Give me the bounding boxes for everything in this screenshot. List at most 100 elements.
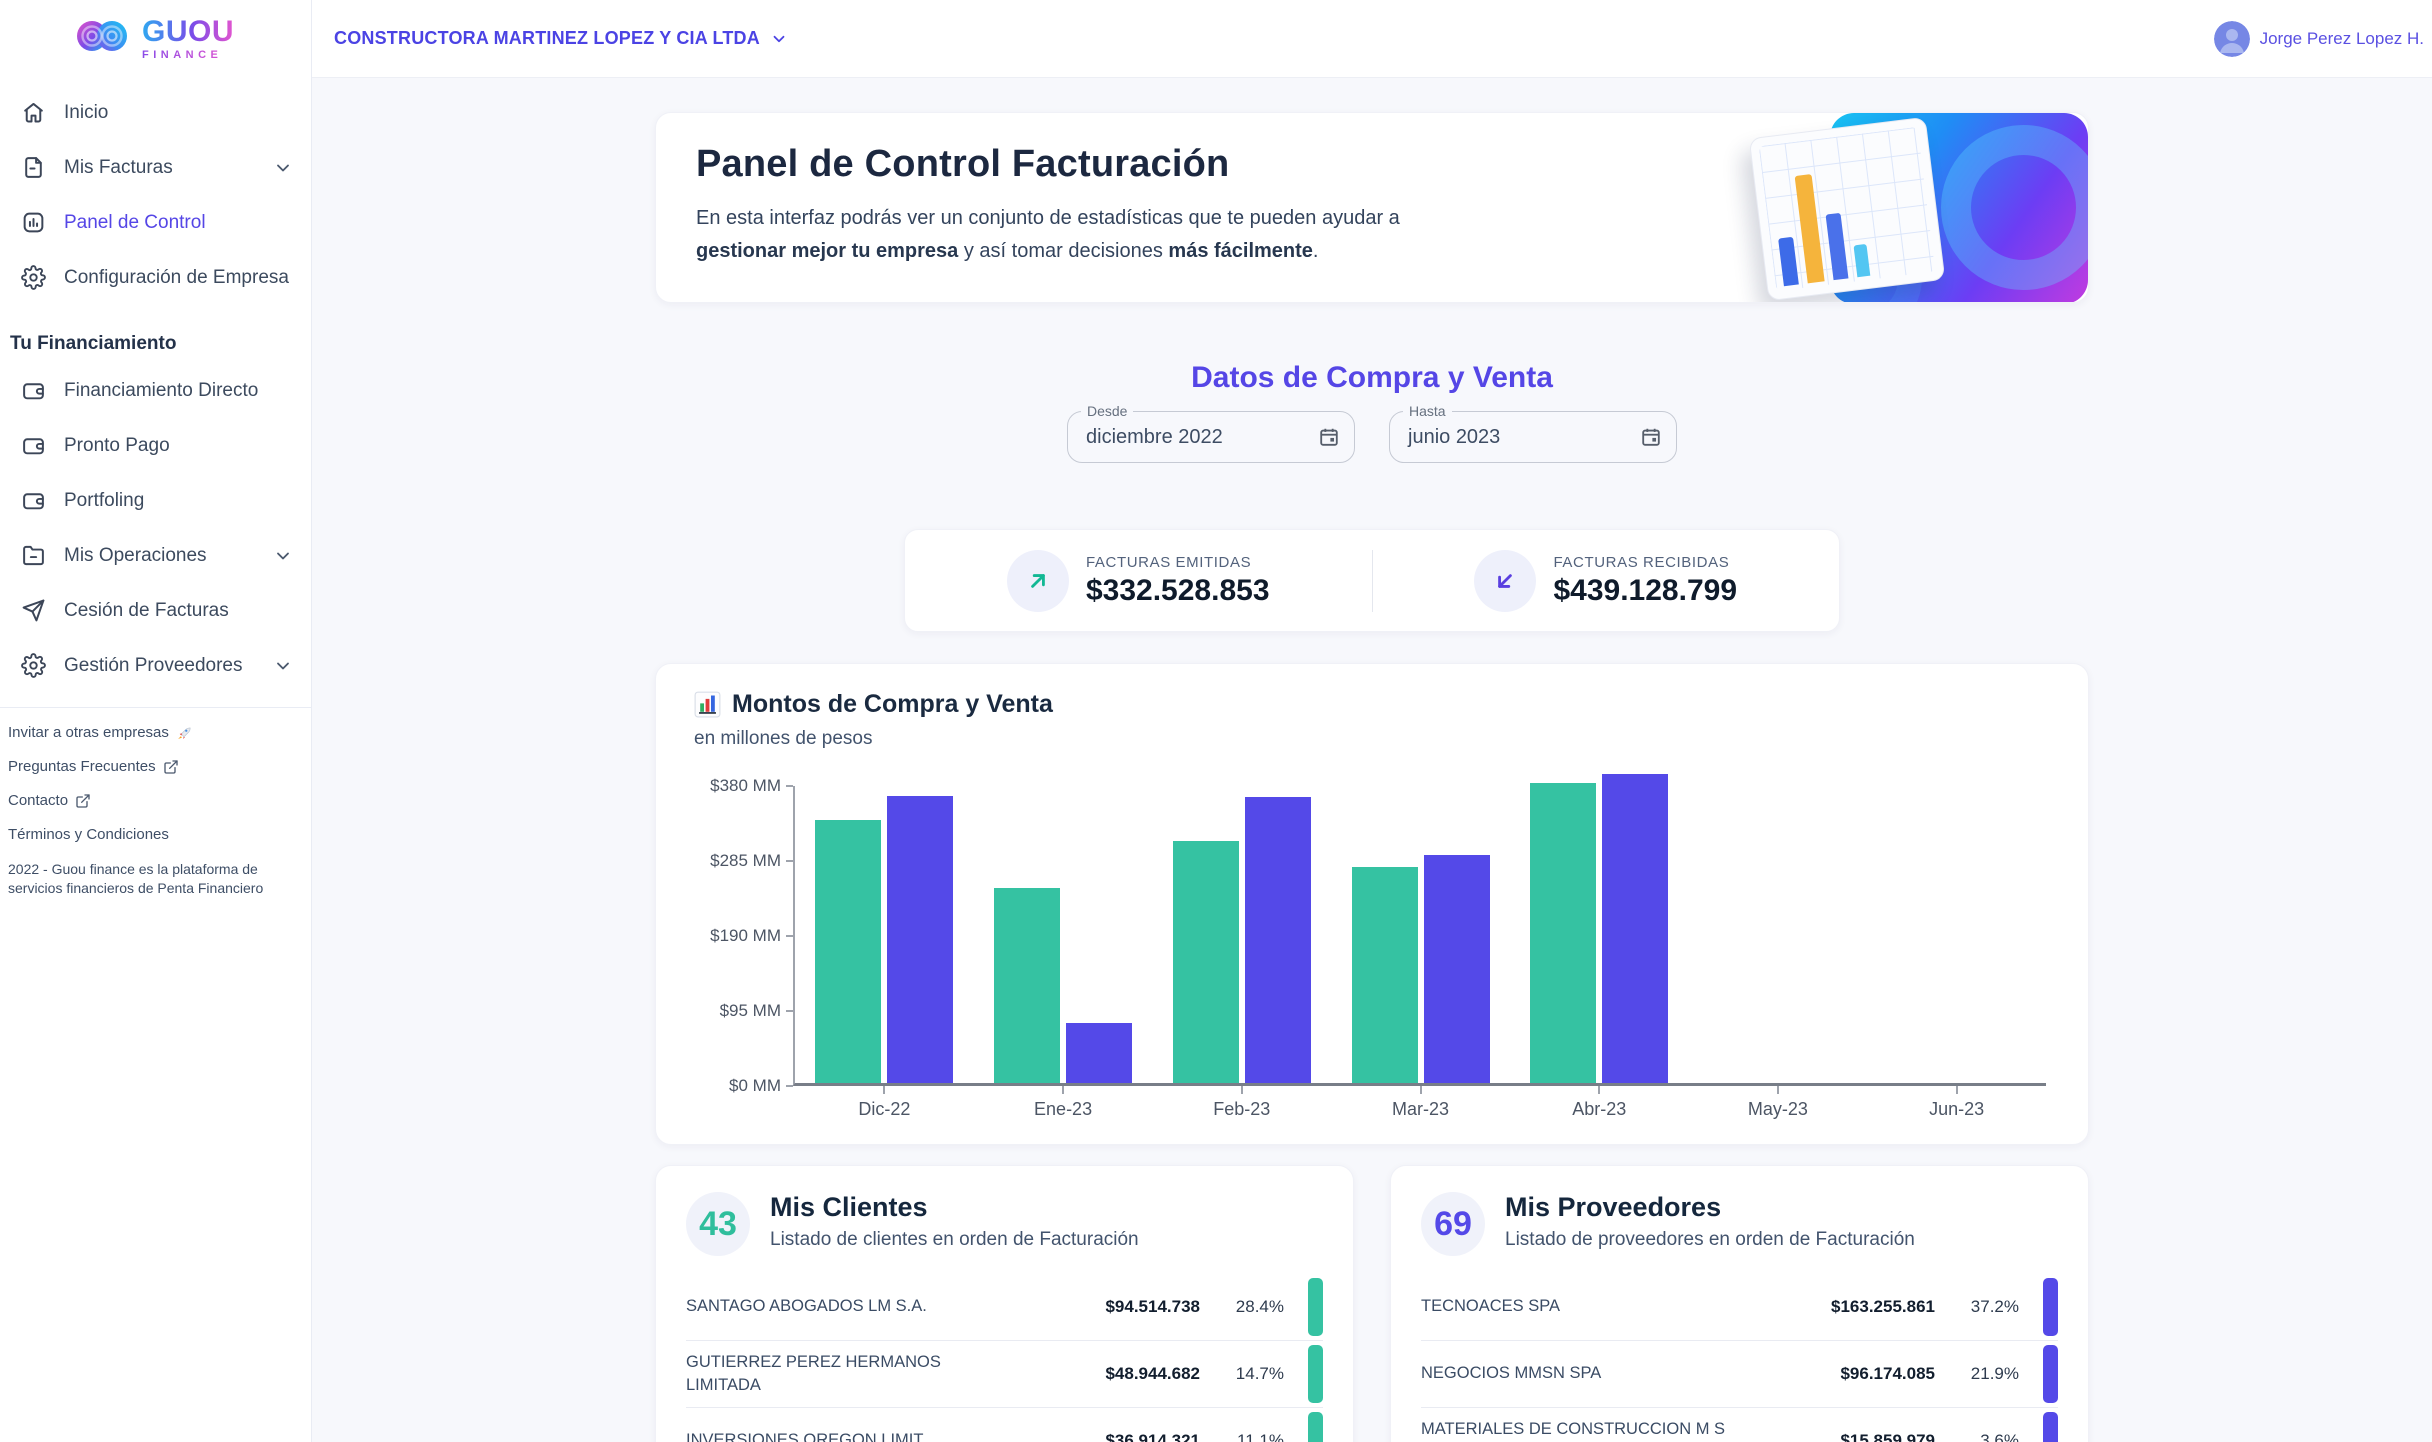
row-percent: 14.7% xyxy=(1235,1364,1284,1383)
hero-bold1: gestionar mejor tu empresa xyxy=(696,240,959,262)
chart-area: $0 MM $95 MM $190 MM $285 MM $380 MM Dic-22 En… xyxy=(698,774,2050,1136)
row-percent-bar xyxy=(2043,1345,2058,1403)
divider xyxy=(1371,549,1373,612)
hero-bold2: más fácilmente xyxy=(1168,240,1313,262)
x-axis-tick xyxy=(883,1086,886,1094)
calendar-icon[interactable] xyxy=(1318,426,1340,448)
row-amount: $94.514.738 xyxy=(1105,1297,1200,1316)
sidebar-item-cesion-de-facturas[interactable]: Cesión de Facturas xyxy=(0,583,311,638)
rocket-icon xyxy=(176,725,192,741)
footer-link-terminos-y-condiciones[interactable]: Términos y Condiciones xyxy=(8,826,297,843)
footer-link-contacto[interactable]: Contacto xyxy=(8,792,297,809)
external-link-icon xyxy=(75,793,91,809)
row-percent-bar xyxy=(2043,1278,2058,1336)
sidebar-item-mis-facturas[interactable]: Mis Facturas xyxy=(0,140,311,195)
main-content: Panel de Control Facturación En esta int… xyxy=(312,78,2432,1442)
footer-link-invitar-a-otras-empresas[interactable]: Invitar a otras empresas xyxy=(8,724,297,741)
date-to-label: Hasta xyxy=(1403,403,1452,419)
sidebar-item-pronto-pago[interactable]: Pronto Pago xyxy=(0,418,311,473)
footer-link-label: Preguntas Frecuentes xyxy=(8,758,156,775)
x-axis-tick xyxy=(1598,1086,1601,1094)
footer-link-preguntas-frecuentes[interactable]: Preguntas Frecuentes xyxy=(8,758,297,775)
providers-subtitle: Listado de proveedores en orden de Factu… xyxy=(1505,1229,1915,1250)
sidebar-item-inicio[interactable]: Inicio xyxy=(0,85,311,140)
sidebar-item-gestion-proveedores[interactable]: Gestión Proveedores xyxy=(0,638,311,693)
invoice-icon xyxy=(21,155,46,180)
topbar: CONSTRUCTORA MARTINEZ LOPEZ Y CIA LTDA J… xyxy=(312,0,2432,78)
date-to-field[interactable]: Hasta junio 2023 xyxy=(1389,403,1677,463)
x-axis-tick xyxy=(1062,1086,1065,1094)
sidebar-item-label: Mis Operaciones xyxy=(64,544,207,566)
chart-bar-green-mar-23 xyxy=(1351,866,1418,1083)
x-axis-label: Abr-23 xyxy=(1572,1099,1627,1119)
x-axis-tick xyxy=(1240,1086,1243,1094)
home-icon xyxy=(21,100,46,125)
row-company-name: SANTAGO ABOGADOS LM S.A. xyxy=(686,1297,927,1316)
sidebar-item-label: Portfoling xyxy=(64,489,145,511)
sidebar-item-mis-operaciones[interactable]: Mis Operaciones xyxy=(0,528,311,583)
hero-mid: y así tomar decisiones xyxy=(958,240,1169,262)
y-axis-label: $285 MM xyxy=(710,851,781,870)
company-name: CONSTRUCTORA MARTINEZ LOPEZ Y CIA LTDA xyxy=(334,28,760,48)
sidebar-item-financiamiento-directo[interactable]: Financiamiento Directo xyxy=(0,363,311,418)
date-from-label: Desde xyxy=(1081,403,1134,419)
calendar-icon[interactable] xyxy=(1640,426,1662,448)
user-menu[interactable]: Jorge Perez Lopez H. xyxy=(2213,20,2424,57)
chart-plot: $0 MM $95 MM $190 MM $285 MM $380 MM Dic-22 En… xyxy=(710,774,2046,1119)
date-filters: Desde diciembre 2022 Hasta junio 2023 xyxy=(655,403,2089,463)
y-axis-label: $95 MM xyxy=(719,1001,781,1020)
chart-bar-purple-feb-23 xyxy=(1244,797,1311,1083)
row-percent: 11.1% xyxy=(1237,1431,1284,1442)
logo[interactable]: GUOU FINANCE xyxy=(0,0,311,65)
sidebar-item-portfoling[interactable]: Portfoling xyxy=(0,473,311,528)
stat-value: $332.528.853 xyxy=(1085,573,1270,607)
sidebar-item-panel-de-control[interactable]: Panel de Control xyxy=(0,195,311,250)
sidebar: GUOU FINANCE Inicio Mis Facturas Panel de … xyxy=(0,0,312,1442)
row-percent-bar xyxy=(1308,1278,1323,1336)
avatar xyxy=(2213,20,2250,57)
client-row[interactable]: INVERSIONES OREGON LIMIT... $36.914.321 11… xyxy=(686,1408,1323,1442)
chart-card: Montos de Compra y Venta en millones de … xyxy=(655,663,2089,1145)
sidebar-item-label: Gestión Proveedores xyxy=(64,654,243,676)
y-axis-label: $0 MM xyxy=(729,1076,781,1095)
x-axis-label: Mar-23 xyxy=(1391,1099,1450,1119)
y-axis-tick xyxy=(786,785,793,787)
footer-link-label: Contacto xyxy=(8,792,69,809)
provider-row[interactable]: NEGOCIOS MMSN SPA $96.174.085 21.9% xyxy=(1421,1341,2058,1408)
chart-bar-green-abr-23 xyxy=(1530,783,1597,1083)
guou-logo-icon xyxy=(74,16,132,61)
client-row[interactable]: GUTIERREZ PEREZ HERMANOS LIMITADA $48.944… xyxy=(686,1341,1323,1408)
stat-value: $439.128.799 xyxy=(1553,573,1737,607)
company-selector[interactable]: CONSTRUCTORA MARTINEZ LOPEZ Y CIA LTDA xyxy=(334,28,788,49)
gear-icon xyxy=(21,653,46,678)
row-percent: 37.2% xyxy=(1970,1297,2019,1316)
gear-icon xyxy=(21,265,46,290)
providers-title: Mis Proveedores xyxy=(1505,1192,1722,1222)
arrow-up-right-icon xyxy=(1006,549,1069,612)
y-axis-tick xyxy=(786,860,793,862)
provider-row[interactable]: TECNOACES SPA $163.255.861 37.2% xyxy=(1421,1274,2058,1341)
chart-bar-purple-abr-23 xyxy=(1602,774,1669,1083)
sidebar-item-configuracion-de-empresa[interactable]: Configuración de Empresa xyxy=(0,250,311,305)
x-axis-label: Ene-23 xyxy=(1034,1099,1093,1119)
send-icon xyxy=(21,598,46,623)
wallet-icon xyxy=(21,433,46,458)
row-company-name: NEGOCIOS MMSN SPA xyxy=(1421,1364,1602,1383)
user-name: Jorge Perez Lopez H. xyxy=(2259,28,2424,48)
client-row[interactable]: SANTAGO ABOGADOS LM S.A. $94.514.738 28.4% xyxy=(686,1274,1323,1341)
invoice-totals-card: FACTURAS EMITIDAS $332.528.853 FACTURAS … xyxy=(904,529,1840,632)
dashboard-icon xyxy=(21,210,46,235)
date-from-field[interactable]: Desde diciembre 2022 xyxy=(1067,403,1355,463)
stat-label: FACTURAS RECIBIDAS xyxy=(1553,553,1730,571)
brand-name: GUOU xyxy=(142,14,234,48)
row-company-name: TECNOACES SPA xyxy=(1421,1297,1561,1316)
y-axis-label: $380 MM xyxy=(710,776,781,795)
row-amount: $96.174.085 xyxy=(1840,1364,1935,1383)
sidebar-item-label: Cesión de Facturas xyxy=(64,599,229,621)
provider-row[interactable]: MATERIALES DE CONSTRUCCION M S SPA $15.85… xyxy=(1421,1408,2058,1442)
sidebar-footer: Invitar a otras empresas Preguntas Frecue… xyxy=(0,707,311,898)
sidebar-item-label: Financiamiento Directo xyxy=(64,379,259,401)
facturas-recibidas-stat: FACTURAS RECIBIDAS $439.128.799 xyxy=(1373,549,1840,612)
wallet-icon xyxy=(21,488,46,513)
